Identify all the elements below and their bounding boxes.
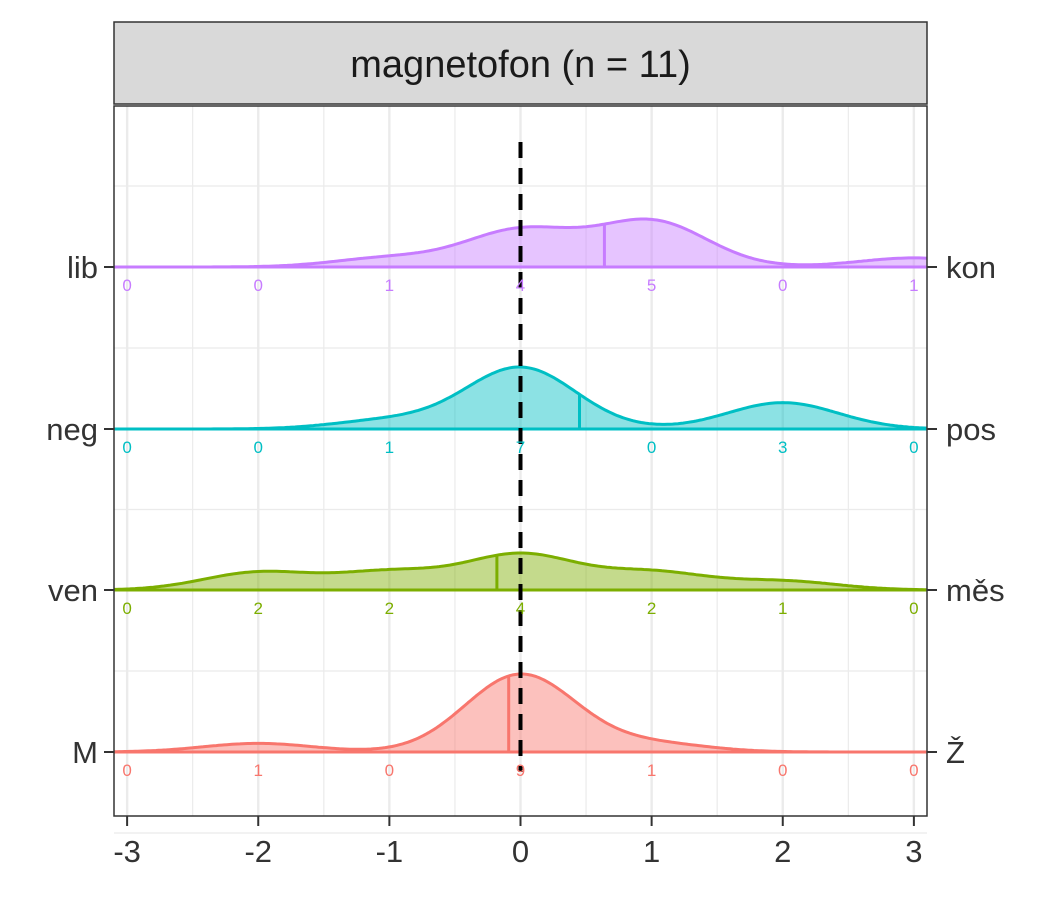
- x-tick-label: -1: [376, 834, 404, 869]
- count-label: 3: [778, 438, 787, 457]
- y-right-label: pos: [946, 412, 996, 447]
- count-label: 0: [122, 276, 131, 295]
- count-label: 0: [122, 438, 131, 457]
- count-label: 0: [122, 599, 131, 618]
- count-label: 5: [647, 276, 656, 295]
- y-left-label: neg: [46, 412, 98, 447]
- ridge-area: [114, 367, 927, 429]
- x-tick-label: 2: [774, 834, 791, 869]
- count-label: 0: [909, 599, 918, 618]
- count-label: 0: [254, 438, 263, 457]
- x-tick-label: 1: [643, 834, 660, 869]
- count-label: 0: [122, 761, 131, 780]
- x-tick-label: 0: [512, 834, 529, 869]
- x-tick-label: -2: [244, 834, 272, 869]
- count-label: 1: [385, 276, 394, 295]
- count-label: 0: [778, 761, 787, 780]
- facet-strip: magnetofon (n = 11): [113, 21, 928, 105]
- y-left-label: lib: [67, 250, 98, 285]
- ridge-line: [114, 365, 928, 431]
- count-labels: 0 0 1 4 5 0 1 0 0 1 7 0 3 0 0 2 2 4 2 1 0 0 1 0 9 1 0 0: [122, 276, 918, 780]
- count-label: 4: [516, 276, 525, 295]
- ridge-line: [114, 551, 927, 592]
- y-right-label: kon: [946, 250, 996, 285]
- count-label: 1: [254, 761, 263, 780]
- count-label: 1: [647, 761, 656, 780]
- x-tick-label: 3: [905, 834, 922, 869]
- count-label: 0: [385, 761, 394, 780]
- count-label: 0: [909, 438, 918, 457]
- y-left-label: ven: [48, 573, 98, 608]
- y-right-label: Ž: [946, 735, 965, 770]
- facet-strip-background: [113, 21, 928, 105]
- count-label: 4: [516, 599, 525, 618]
- count-label: 2: [254, 599, 263, 618]
- axes: lib kon neg pos ven měs M Ž -3 -2 -1 0 1 2 3: [46, 250, 1004, 869]
- count-label: 0: [647, 438, 656, 457]
- count-label: 1: [778, 599, 787, 618]
- y-left-label: M: [72, 735, 98, 770]
- count-label: 2: [647, 599, 656, 618]
- ridge-area: [114, 674, 927, 752]
- count-label: 7: [516, 438, 525, 457]
- count-label: 2: [385, 599, 394, 618]
- count-label: 9: [516, 761, 525, 780]
- count-label: 0: [778, 276, 787, 295]
- count-label: 1: [385, 438, 394, 457]
- count-label: 0: [254, 276, 263, 295]
- ridge-area: [114, 219, 927, 267]
- count-label: 0: [909, 761, 918, 780]
- panel-title: magnetofon (n = 11): [350, 44, 690, 86]
- y-right-label: měs: [946, 573, 1005, 608]
- count-label: 1: [909, 276, 918, 295]
- x-tick-label: -3: [113, 834, 141, 869]
